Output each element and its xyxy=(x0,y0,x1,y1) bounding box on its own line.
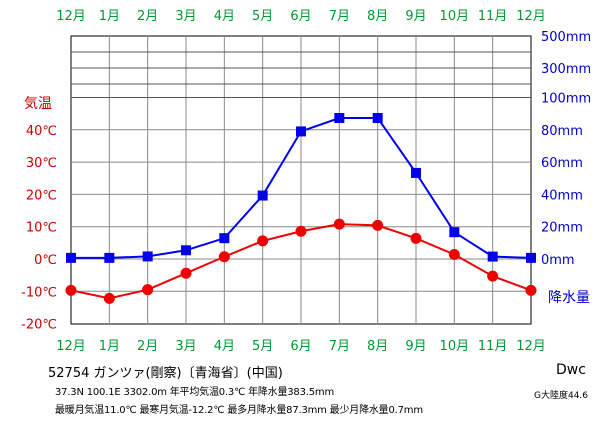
month-label-bottom: 12月 xyxy=(516,339,546,354)
temperature-tick-label: 10℃ xyxy=(26,221,57,236)
temperature-point xyxy=(218,251,230,263)
month-label-top: 10月 xyxy=(440,9,470,24)
precipitation-tick-label: 80mm xyxy=(541,124,583,139)
station-details-2: 最暖月気温11.0℃ 最寒月気温-12.2℃ 最多月降水量87.3mm 最少月降… xyxy=(55,405,423,416)
temperature-point xyxy=(525,284,537,296)
precipitation-point xyxy=(104,252,115,263)
precipitation-tick-label: 40mm xyxy=(541,188,583,203)
precipitation-point xyxy=(257,190,268,201)
month-label-top: 4月 xyxy=(214,9,235,24)
precipitation-tick-label: 500mm xyxy=(541,30,591,45)
precipitation-point xyxy=(219,233,230,244)
station-name: 52754 ガンツァ(剛察)〔青海省〕(中国) xyxy=(48,366,283,381)
month-label-bottom: 12月 xyxy=(56,339,86,354)
temperature-tick-label: 0℃ xyxy=(34,253,57,268)
temperature-point xyxy=(333,218,345,230)
month-label-top: 1月 xyxy=(99,9,120,24)
month-label-bottom: 2月 xyxy=(137,339,158,354)
precipitation-point xyxy=(411,167,421,178)
month-label-bottom: 4月 xyxy=(214,339,235,354)
month-label-top: 11月 xyxy=(478,9,508,24)
month-label-top: 5月 xyxy=(252,9,273,24)
temperature-point xyxy=(257,235,269,247)
precipitation-point xyxy=(142,251,153,262)
temperature-tick-label: 20℃ xyxy=(26,188,57,203)
temperature-point xyxy=(65,284,77,296)
month-label-top: 8月 xyxy=(367,9,388,24)
month-label-top: 2月 xyxy=(137,9,158,24)
climate-code: Dwc xyxy=(556,362,586,378)
precipitation-point xyxy=(181,245,191,256)
precipitation-tick-label: 0mm xyxy=(541,253,575,268)
month-label-bottom: 3月 xyxy=(175,339,196,354)
temperature-point xyxy=(372,219,384,231)
precipitation-point xyxy=(296,126,306,137)
month-label-bottom: 10月 xyxy=(440,339,470,354)
temperature-point xyxy=(448,248,460,260)
precipitation-point xyxy=(334,113,345,124)
precipitation-point xyxy=(487,251,498,262)
month-label-top: 7月 xyxy=(329,9,350,24)
temperature-axis-label: 気温 xyxy=(24,96,52,112)
temperature-tick-label: 40℃ xyxy=(26,124,57,139)
precipitation-tick-label: 100mm xyxy=(541,92,591,107)
month-label-bottom: 11月 xyxy=(478,339,508,354)
month-label-bottom: 8月 xyxy=(367,339,388,354)
month-label-bottom: 7月 xyxy=(329,339,350,354)
temperature-tick-label: -10℃ xyxy=(21,285,57,300)
precipitation-point xyxy=(372,113,383,124)
precipitation-axis-label: 降水量 xyxy=(548,290,590,306)
month-label-bottom: 9月 xyxy=(405,339,426,354)
month-label-top: 12月 xyxy=(56,9,86,24)
month-label-top: 6月 xyxy=(290,9,311,24)
month-label-top: 9月 xyxy=(405,9,426,24)
precipitation-point xyxy=(449,227,460,238)
precipitation-point xyxy=(526,252,536,263)
temperature-point xyxy=(487,270,499,282)
month-label-bottom: 1月 xyxy=(99,339,120,354)
precipitation-tick-label: 20mm xyxy=(541,221,583,236)
temperature-point xyxy=(295,225,307,237)
month-label-top: 3月 xyxy=(175,9,196,24)
temperature-tick-label: 30℃ xyxy=(26,156,57,171)
month-label-bottom: 5月 xyxy=(252,339,273,354)
temperature-point xyxy=(180,267,192,279)
precipitation-tick-label: 60mm xyxy=(541,156,583,171)
temperature-point xyxy=(142,284,154,296)
temperature-tick-label: -20℃ xyxy=(21,318,57,333)
month-label-bottom: 6月 xyxy=(290,339,311,354)
continentality-index: G大陸度44.6 xyxy=(534,391,589,401)
temperature-point xyxy=(103,292,115,304)
month-label-top: 12月 xyxy=(516,9,546,24)
precipitation-point xyxy=(66,252,76,263)
station-details-1: 37.3N 100.1E 3302.0m 年平均気温0.3℃ 年降水量383.5… xyxy=(55,387,334,398)
precipitation-tick-label: 300mm xyxy=(541,62,591,77)
temperature-point xyxy=(410,232,422,244)
